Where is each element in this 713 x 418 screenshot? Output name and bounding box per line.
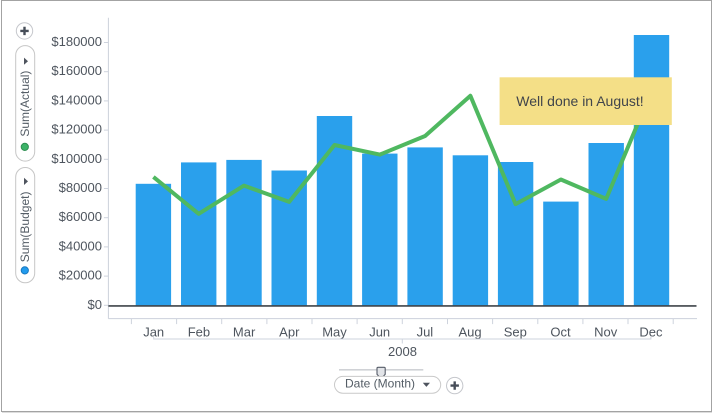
svg-text:$160000: $160000 bbox=[51, 63, 102, 78]
svg-text:Date (Month): Date (Month) bbox=[345, 376, 415, 390]
svg-text:Apr: Apr bbox=[279, 324, 300, 339]
svg-text:Dec: Dec bbox=[639, 324, 663, 339]
svg-text:Jul: Jul bbox=[417, 324, 434, 339]
svg-text:$140000: $140000 bbox=[51, 92, 102, 107]
svg-text:$120000: $120000 bbox=[51, 122, 102, 137]
svg-text:Nov: Nov bbox=[594, 324, 618, 339]
svg-text:Mar: Mar bbox=[233, 324, 256, 339]
svg-text:$20000: $20000 bbox=[59, 268, 102, 283]
svg-text:$180000: $180000 bbox=[51, 34, 102, 49]
svg-text:Jan: Jan bbox=[143, 324, 164, 339]
svg-text:Aug: Aug bbox=[459, 324, 482, 339]
svg-text:Oct: Oct bbox=[550, 324, 571, 339]
svg-text:Sep: Sep bbox=[504, 324, 527, 339]
svg-text:Sum(Budget): Sum(Budget) bbox=[18, 192, 32, 263]
svg-text:2008: 2008 bbox=[388, 344, 417, 359]
svg-text:$40000: $40000 bbox=[59, 238, 102, 253]
svg-text:Well done in August!: Well done in August! bbox=[516, 93, 643, 109]
svg-text:$0: $0 bbox=[88, 297, 102, 312]
svg-text:Jun: Jun bbox=[369, 324, 390, 339]
svg-text:$80000: $80000 bbox=[59, 180, 102, 195]
svg-text:$60000: $60000 bbox=[59, 209, 102, 224]
svg-text:$100000: $100000 bbox=[51, 151, 102, 166]
svg-text:Sum(Actual): Sum(Actual) bbox=[18, 71, 32, 137]
svg-text:Feb: Feb bbox=[188, 324, 210, 339]
svg-text:May: May bbox=[322, 324, 347, 339]
